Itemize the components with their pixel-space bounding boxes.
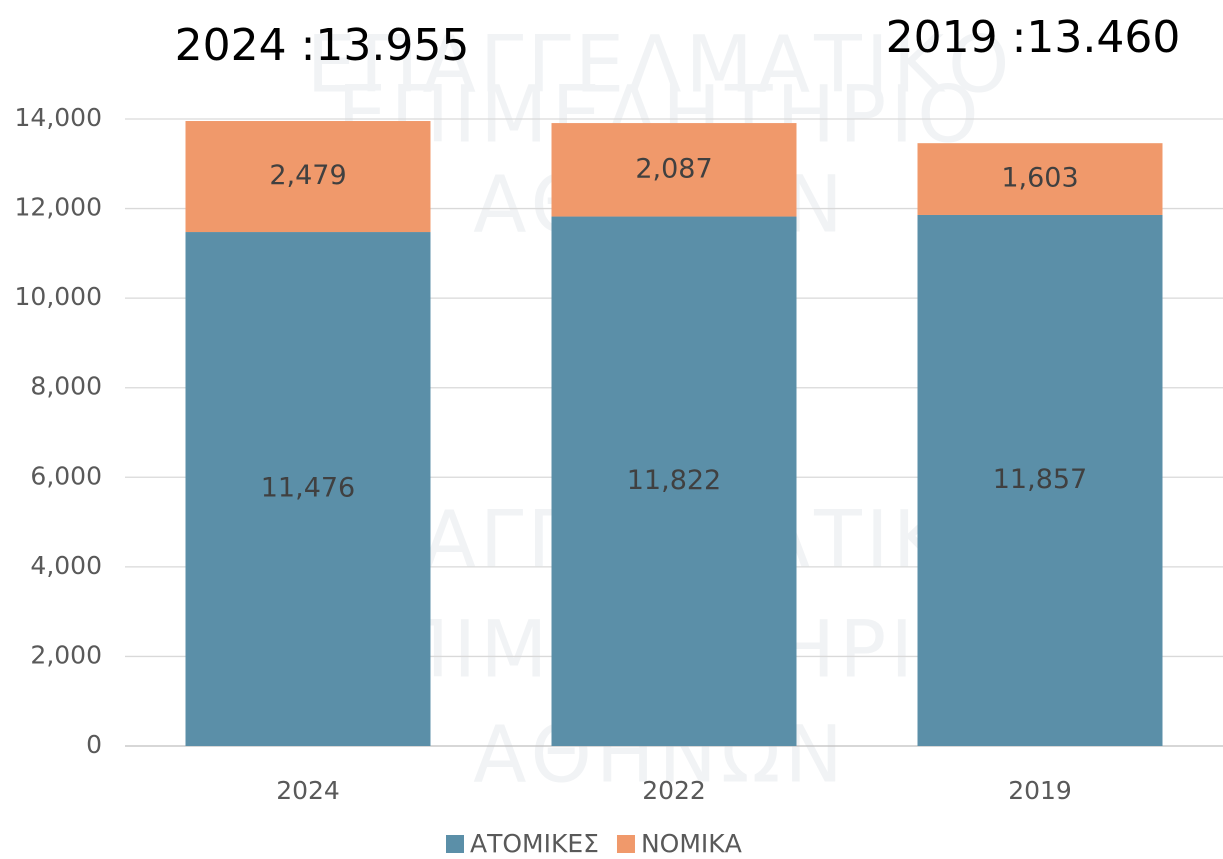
data-label: 11,822 bbox=[627, 465, 721, 496]
data-label: 2,087 bbox=[635, 153, 712, 184]
bar-segment bbox=[551, 216, 797, 747]
annotation: 2019 :13.460 bbox=[886, 12, 1181, 63]
y-tick-label: 10,000 bbox=[15, 282, 102, 311]
legend-label: ΑΤΟΜΙΚΕΣ bbox=[470, 829, 599, 858]
bar-segment bbox=[185, 121, 431, 233]
y-tick-label: 8,000 bbox=[30, 372, 102, 401]
data-label: 11,476 bbox=[261, 473, 355, 504]
y-tick-label: 4,000 bbox=[30, 551, 102, 580]
data-label: 2,479 bbox=[269, 160, 346, 191]
y-tick-label: 2,000 bbox=[30, 640, 102, 669]
y-tick-label: 12,000 bbox=[15, 193, 102, 222]
legend: ΑΤΟΜΙΚΕΣ ΝΟΜΙΚΑ bbox=[446, 829, 742, 858]
y-tick-label: 14,000 bbox=[15, 103, 102, 132]
bar-segment bbox=[917, 214, 1163, 747]
data-label: 11,857 bbox=[993, 464, 1087, 495]
x-tick-label: 2022 bbox=[642, 776, 706, 805]
legend-swatch bbox=[446, 835, 464, 853]
legend-swatch bbox=[616, 835, 635, 853]
bar-segment bbox=[917, 143, 1163, 215]
bar-segment bbox=[185, 232, 431, 747]
x-tick-label: 2024 bbox=[276, 776, 340, 805]
annotation: 2024 :13.955 bbox=[175, 20, 470, 71]
data-label: 1,603 bbox=[1001, 163, 1078, 194]
y-tick-label: 0 bbox=[86, 730, 102, 759]
watermark: ΕΠΑΓΓΕΛΜΑΤΙΚΟ bbox=[307, 20, 1014, 110]
legend-label: ΝΟΜΙΚΑ bbox=[641, 829, 742, 858]
x-tick-label: 2019 bbox=[1008, 776, 1072, 805]
bar-segment bbox=[551, 123, 797, 217]
y-tick-label: 6,000 bbox=[30, 461, 102, 490]
